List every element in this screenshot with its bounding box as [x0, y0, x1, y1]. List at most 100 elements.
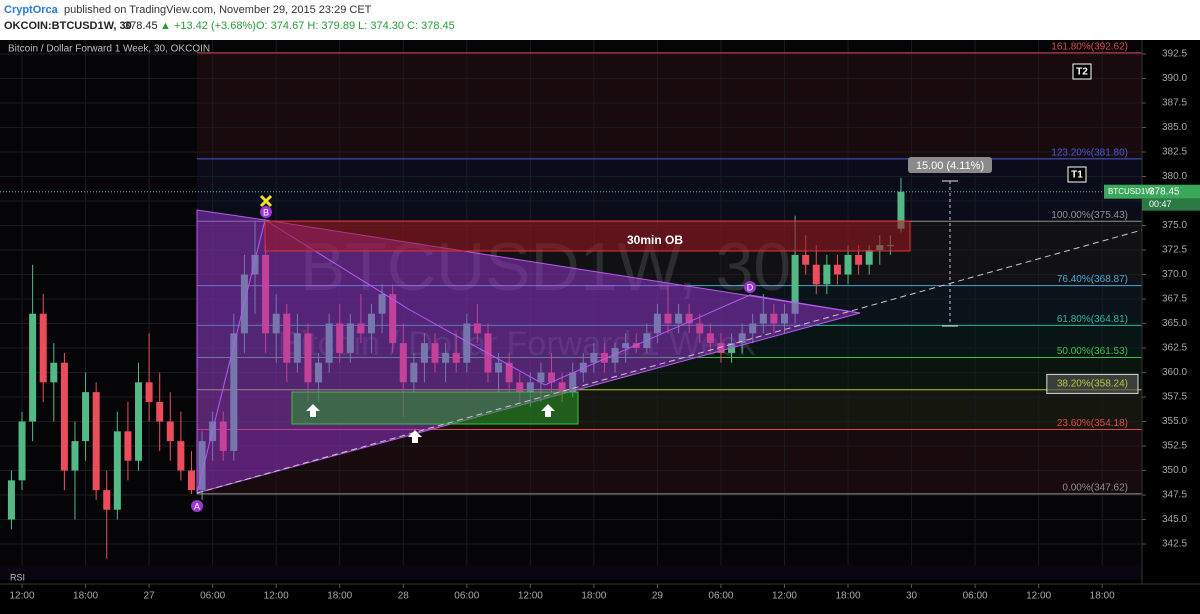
- x-tick-label: 12:00: [10, 591, 35, 602]
- abcd-path: [196, 219, 861, 494]
- measure-label: 15.00 (4.11%): [916, 160, 984, 172]
- target-box: [1067, 166, 1087, 183]
- x-tick-label: 18:00: [73, 591, 98, 602]
- fib-zone: [197, 52, 1142, 159]
- fib-label: 38.20%(358.24): [1057, 378, 1128, 389]
- y-tick-label: 360.0: [1162, 367, 1187, 378]
- candle-body: [39, 313, 47, 383]
- point-marker: [744, 281, 756, 293]
- candle-body: [71, 441, 79, 471]
- candle-body: [812, 264, 820, 285]
- published: published on TradingView.com, November 2…: [64, 4, 372, 16]
- x-marker: [259, 194, 273, 208]
- fib-zone: [197, 158, 1142, 222]
- candle-body: [7, 480, 15, 520]
- support-zone: [291, 391, 579, 425]
- y-tick-label: 345.0: [1162, 514, 1187, 525]
- fib-label: 50.00%(361.53): [1057, 346, 1128, 357]
- y-tick-label: 385.0: [1162, 122, 1187, 133]
- x-tick-label: 12:00: [264, 591, 289, 602]
- x-tick-label: 28: [398, 591, 410, 602]
- price-tag: [1104, 184, 1200, 199]
- y-tick-label: 382.5: [1162, 147, 1187, 158]
- fib-label: 61.80%(364.81): [1057, 314, 1128, 325]
- symbol: OKCOIN:BTCUSD1W, 30: [4, 20, 132, 32]
- fib-label: 0.00%(347.62): [1062, 482, 1128, 493]
- x-tick-label: 18:00: [581, 591, 606, 602]
- y-tick-label: 357.5: [1162, 392, 1187, 403]
- point-marker: [260, 206, 272, 218]
- order-block-label: 30min OB: [627, 233, 683, 247]
- price-tag-symbol: BTCUSD1W: [1108, 187, 1153, 196]
- target-label: T1: [1071, 170, 1083, 181]
- measure-box: [908, 157, 992, 173]
- y-tick-label: 362.5: [1162, 343, 1187, 354]
- arrow-up: [541, 404, 555, 417]
- candle-body: [113, 431, 121, 510]
- candle-body: [802, 254, 810, 265]
- candle-body: [177, 441, 185, 471]
- y-tick-label: 375.0: [1162, 220, 1187, 231]
- x-tick-label: 12:00: [518, 591, 543, 602]
- y-tick-label: 380.0: [1162, 171, 1187, 182]
- candle-body: [844, 254, 852, 275]
- x-tick-label: 12:00: [1026, 591, 1051, 602]
- candle-body: [833, 264, 841, 275]
- y-tick-label: 390.0: [1162, 73, 1187, 84]
- ohlc: O: 374.67 H: 379.89 L: 374.30 C: 378.45: [256, 20, 455, 32]
- y-tick-label: 347.5: [1162, 490, 1187, 501]
- y-tick-label: 367.5: [1162, 294, 1187, 305]
- candle-body: [791, 254, 799, 314]
- y-tick-label: 370.0: [1162, 269, 1187, 280]
- x-tick-label: 06:00: [200, 591, 225, 602]
- candle-body: [18, 421, 26, 481]
- change: ▲ +13.42 (+3.68%): [160, 20, 256, 32]
- candle-body: [124, 431, 132, 461]
- point-label: B: [263, 207, 269, 217]
- countdown: 00:47: [1149, 199, 1172, 209]
- point-label: D: [747, 282, 754, 292]
- fib-label: 100.00%(375.43): [1051, 210, 1128, 221]
- x-tick-label: 18:00: [1090, 591, 1115, 602]
- point-label: A: [194, 501, 200, 511]
- candle-body: [156, 401, 164, 422]
- x-tick-label: 06:00: [963, 591, 988, 602]
- order-block: [264, 220, 911, 252]
- indicator-pane: [0, 565, 1142, 580]
- x-tick-label: 30: [906, 591, 918, 602]
- point-marker: [191, 500, 203, 512]
- x-tick-label: 18:00: [836, 591, 861, 602]
- x-tick-label: 29: [652, 591, 664, 602]
- candle-body: [897, 191, 905, 229]
- x-tick-label: 27: [144, 591, 156, 602]
- candle-body: [865, 250, 873, 265]
- trend-line: [196, 229, 1143, 494]
- fib-label: 23.60%(354.18): [1057, 418, 1128, 429]
- arrow-up: [408, 430, 422, 443]
- y-tick-label: 350.0: [1162, 465, 1187, 476]
- price-tag-label: 378.45: [1149, 186, 1180, 197]
- x-tick-label: 12:00: [772, 591, 797, 602]
- y-tick-label: 392.5: [1162, 49, 1187, 60]
- header-bar: [0, 0, 1200, 40]
- author[interactable]: CryptOrca: [4, 4, 59, 16]
- fib-label: 123.20%(381.80): [1051, 148, 1128, 159]
- target-label: T2: [1076, 67, 1088, 78]
- y-tick-label: 355.0: [1162, 416, 1187, 427]
- x-tick-label: 06:00: [708, 591, 733, 602]
- candle-body: [135, 382, 143, 461]
- countdown-box: [1142, 198, 1200, 211]
- y-tick-label: 372.5: [1162, 245, 1187, 256]
- target-box: [1072, 63, 1092, 80]
- candle-body: [855, 254, 863, 265]
- candle-body: [166, 421, 174, 442]
- indicator-label: RSI: [10, 572, 25, 582]
- drawings: [191, 63, 1143, 512]
- candle-body: [82, 392, 90, 442]
- arrow-up: [306, 404, 320, 417]
- candle-body: [145, 382, 153, 402]
- y-tick-label: 342.5: [1162, 539, 1187, 550]
- y-tick-label: 352.5: [1162, 441, 1187, 452]
